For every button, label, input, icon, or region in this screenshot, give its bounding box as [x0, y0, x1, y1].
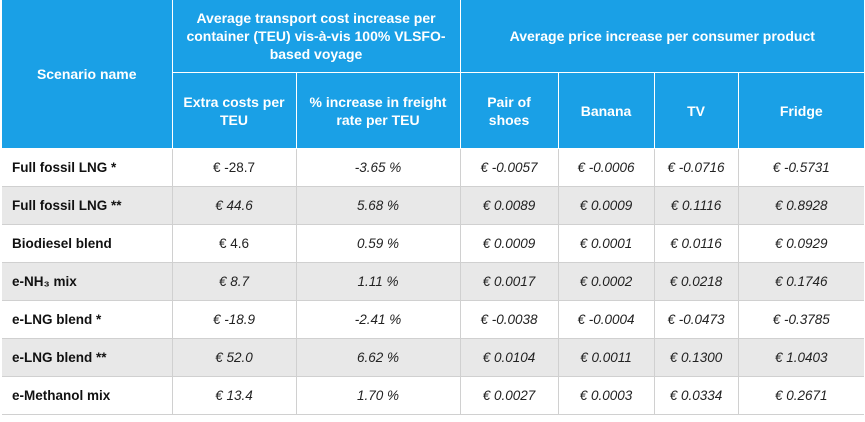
table-cell: 5.68 %: [296, 186, 461, 225]
table-cell: € 1.0403: [738, 338, 865, 377]
table-cell: € 0.0001: [558, 224, 655, 263]
table-cell: € 0.0002: [558, 262, 655, 301]
table-cell: € 0.0104: [460, 338, 559, 377]
table-cell: € -0.0004: [558, 300, 655, 339]
table-row: e-LNG blend * € -18.9 -2.41 % € -0.0038 …: [2, 300, 865, 339]
table-cell: 1.11 %: [296, 262, 461, 301]
table-cell: € 0.1300: [654, 338, 739, 377]
scenario-name: e-Methanol mix: [2, 376, 173, 415]
scenario-name: Biodiesel blend: [2, 224, 173, 263]
table-row: Full fossil LNG * € -28.7 -3.65 % € -0.0…: [2, 148, 865, 187]
table-cell: € 0.0218: [654, 262, 739, 301]
scenario-name: Full fossil LNG **: [2, 186, 173, 225]
header-fridge: Fridge: [738, 72, 865, 149]
table-cell: 0.59 %: [296, 224, 461, 263]
scenario-name: e-LNG blend **: [2, 338, 173, 377]
table-cell: € 0.0009: [460, 224, 559, 263]
table-row: e-Methanol mix € 13.4 1.70 % € 0.0027 € …: [2, 376, 865, 415]
table-cell: € -0.5731: [738, 148, 865, 187]
table-cell: € 52.0: [172, 338, 297, 377]
table-cell: € 0.1746: [738, 262, 865, 301]
table-cell: € 0.1116: [654, 186, 739, 225]
table-cell: € 0.0929: [738, 224, 865, 263]
table-cell: € 0.2671: [738, 376, 865, 415]
header-banana: Banana: [558, 72, 655, 149]
header-extra-costs: Extra costs per TEU: [172, 72, 297, 149]
table-cell: 6.62 %: [296, 338, 461, 377]
table-cell: € -18.9: [172, 300, 297, 339]
table-cell: € 44.6: [172, 186, 297, 225]
header-scenario: Scenario name: [2, 0, 173, 149]
table-row: e-NH₃ mix € 8.7 1.11 % € 0.0017 € 0.0002…: [2, 262, 865, 301]
table-cell: € 0.0003: [558, 376, 655, 415]
table-row: Full fossil LNG ** € 44.6 5.68 % € 0.008…: [2, 186, 865, 225]
table-cell: € 0.0027: [460, 376, 559, 415]
table-cell: € -0.0473: [654, 300, 739, 339]
scenario-name: e-LNG blend *: [2, 300, 173, 339]
table-cell: € 0.0017: [460, 262, 559, 301]
table-cell: € 0.0334: [654, 376, 739, 415]
table-cell: € 0.8928: [738, 186, 865, 225]
table-row: e-LNG blend ** € 52.0 6.62 % € 0.0104 € …: [2, 338, 865, 377]
table-cell: € -0.3785: [738, 300, 865, 339]
table-cell: € 0.0089: [460, 186, 559, 225]
header-tv: TV: [654, 72, 739, 149]
table-cell: -3.65 %: [296, 148, 461, 187]
table-cell: € -0.0716: [654, 148, 739, 187]
table-cell: € 0.0116: [654, 224, 739, 263]
table-cell: € -0.0006: [558, 148, 655, 187]
table-cell: € 4.6: [172, 224, 297, 263]
scenario-name: e-NH₃ mix: [2, 262, 173, 301]
table-cell: -2.41 %: [296, 300, 461, 339]
header-price-increase: Average price increase per consumer prod…: [460, 0, 865, 73]
table-cell: € 13.4: [172, 376, 297, 415]
table-cell: € -0.0057: [460, 148, 559, 187]
table-cell: € 8.7: [172, 262, 297, 301]
table-cell: € 0.0011: [558, 338, 655, 377]
header-shoes: Pair of shoes: [460, 72, 559, 149]
header-transport-cost: Average transport cost increase per cont…: [172, 0, 461, 73]
table-cell: € 0.0009: [558, 186, 655, 225]
table-cell: € -28.7: [172, 148, 297, 187]
table-cell: 1.70 %: [296, 376, 461, 415]
scenario-name: Full fossil LNG *: [2, 148, 173, 187]
table-cell: € -0.0038: [460, 300, 559, 339]
header-freight-increase: % increase in freight rate per TEU: [296, 72, 461, 149]
table-row: Biodiesel blend € 4.6 0.59 % € 0.0009 € …: [2, 224, 865, 263]
